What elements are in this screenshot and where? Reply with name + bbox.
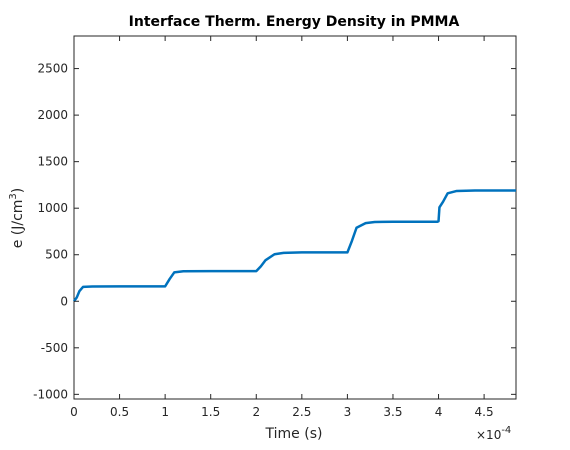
y-axis-label-base: e (J/cm bbox=[10, 200, 26, 249]
x-tick-label: 2 bbox=[252, 405, 260, 419]
x-axis-exponent-power: -4 bbox=[501, 425, 511, 436]
axes-box bbox=[73, 35, 517, 400]
series-line bbox=[72, 189, 516, 303]
y-axis-label-close: ) bbox=[10, 188, 26, 193]
x-tick-label: 1 bbox=[161, 405, 169, 419]
y-tick-label: -1000 bbox=[33, 387, 68, 401]
y-tick-label: -500 bbox=[41, 341, 68, 355]
x-tick-label: 0 bbox=[70, 405, 78, 419]
x-axis-exponent: ×10-4 bbox=[476, 425, 511, 442]
y-tick-label: 0 bbox=[60, 294, 68, 308]
x-tick-label: 4 bbox=[435, 405, 443, 419]
x-axis-label: Time (s) bbox=[265, 426, 323, 442]
x-tick-label: 1.5 bbox=[201, 405, 220, 419]
x-tick-label: 2.5 bbox=[292, 405, 311, 419]
y-tick-label: 1500 bbox=[37, 155, 68, 169]
y-axis: -1000 -500 0 500 1000 1500 2000 2500 bbox=[33, 62, 516, 401]
y-axis-label: e (J/cm3) bbox=[8, 188, 26, 249]
x-tick-label: 4.5 bbox=[475, 405, 494, 419]
x-axis: 0 0.5 1 1.5 2 2.5 3 3.5 4 4.5 bbox=[70, 36, 494, 419]
y-tick-label: 2000 bbox=[37, 108, 68, 122]
chart-title: Interface Therm. Energy Density in PMMA bbox=[129, 14, 460, 30]
y-axis-label-sup: 3 bbox=[8, 193, 19, 199]
x-tick-label: 0.5 bbox=[110, 405, 129, 419]
y-tick-label: 2500 bbox=[37, 62, 68, 76]
x-tick-label: 3 bbox=[344, 405, 352, 419]
y-tick-label: 500 bbox=[45, 248, 68, 262]
y-tick-label: 1000 bbox=[37, 201, 68, 215]
x-tick-label: 3.5 bbox=[383, 405, 402, 419]
x-axis-exponent-base: ×10 bbox=[476, 428, 501, 442]
plot-area bbox=[72, 35, 517, 400]
